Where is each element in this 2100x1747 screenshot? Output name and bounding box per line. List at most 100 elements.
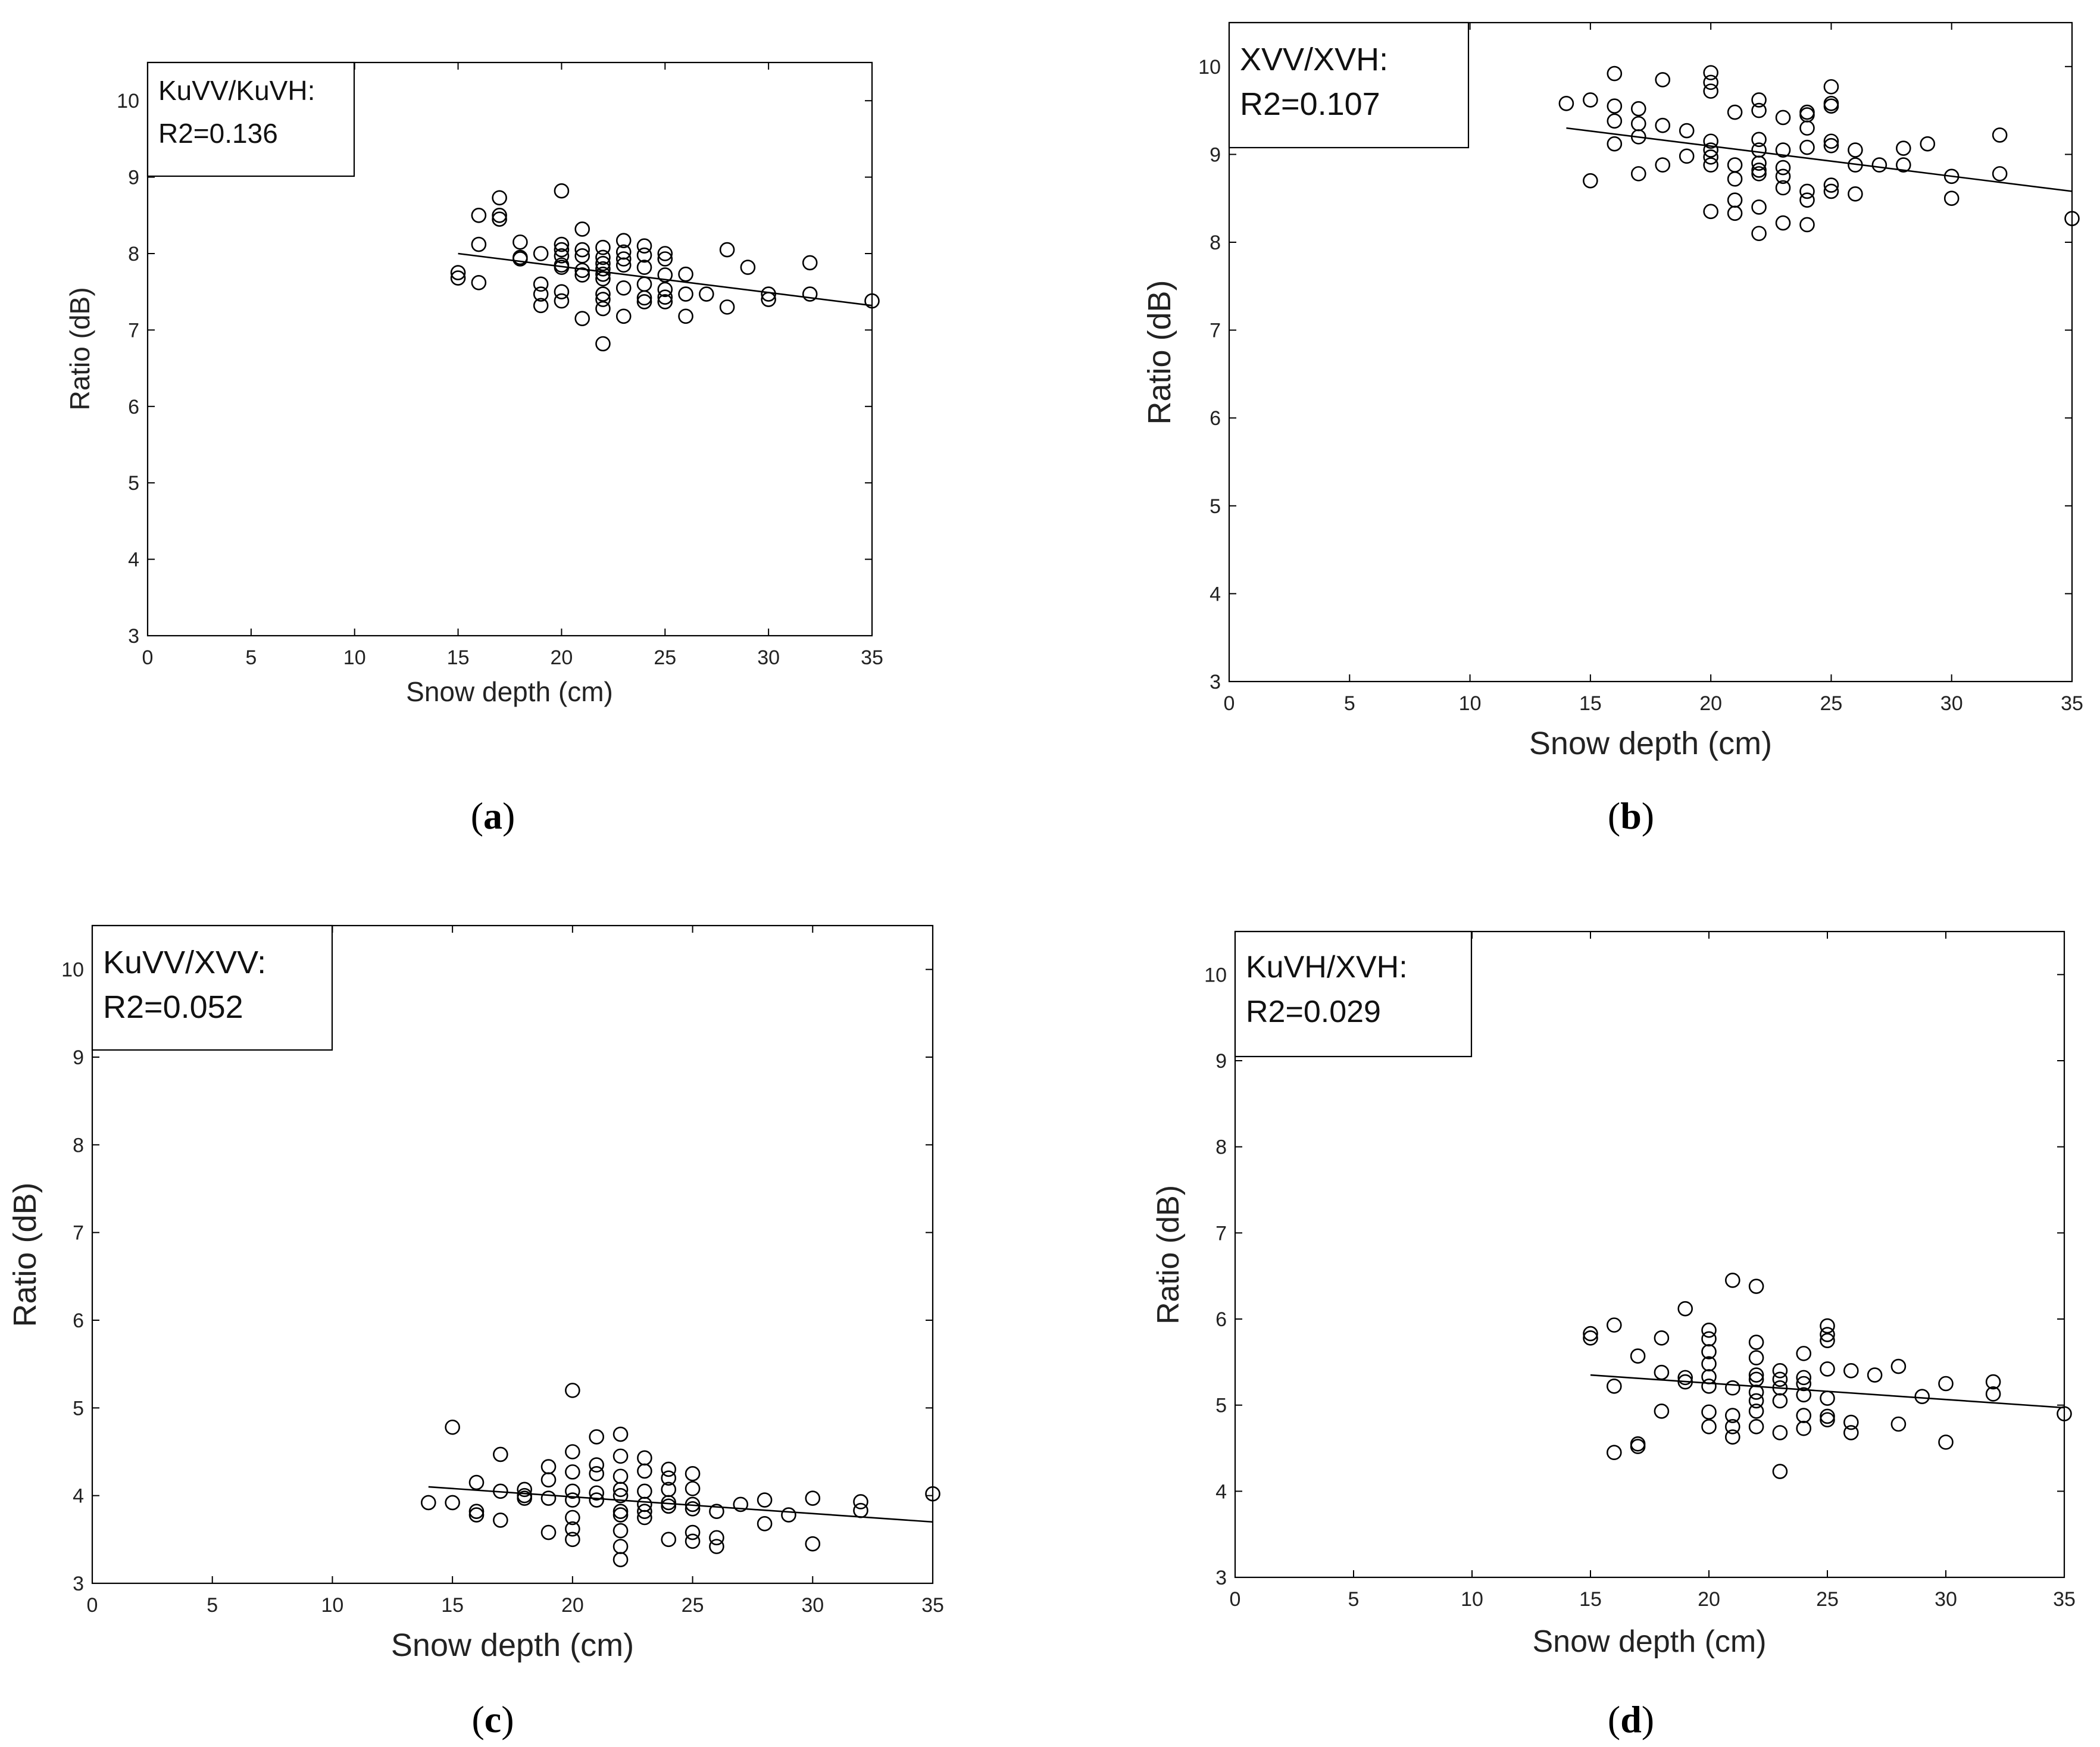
y-tick-label: 4 — [1215, 1480, 1227, 1503]
scatter-point — [612, 1523, 629, 1539]
scatter-point — [636, 247, 652, 263]
scatter-point — [1748, 1371, 1764, 1387]
x-tick-label: 10 — [1461, 1588, 1483, 1611]
scatter-point — [595, 286, 611, 302]
y-tick-label: 3 — [128, 625, 139, 648]
scatter-point — [678, 286, 693, 302]
scatter-point — [1748, 1385, 1764, 1400]
scatter-point — [1703, 204, 1718, 220]
annotation-r2: R2=0.136 — [158, 118, 278, 149]
panel-caption: (a) — [471, 795, 515, 837]
scatter-point — [565, 1383, 580, 1398]
scatter-point — [1748, 1367, 1764, 1383]
scatter-point — [1772, 1363, 1788, 1379]
scatter-point — [471, 274, 487, 290]
scatter-point — [1914, 1389, 1930, 1404]
scatter-point — [1727, 157, 1743, 173]
scatter-point — [1607, 136, 1623, 152]
scatter-point — [657, 267, 673, 283]
regression-line — [1566, 127, 2073, 192]
scatter-point — [612, 1539, 629, 1554]
scatter-point — [445, 1495, 460, 1511]
scatter-point — [1938, 1435, 1954, 1450]
panel-a: 0 5 10 15 20 25 30 35 3 4 5 6 7 8 9 10 Snow depth (cm) Ra… — [64, 61, 883, 837]
scatter-point — [1703, 133, 1718, 149]
scatter-point — [853, 1502, 868, 1518]
scatter-point — [1920, 136, 1936, 152]
scatter-point — [657, 246, 673, 261]
x-tick-label: 5 — [1348, 1588, 1360, 1611]
scatter-point — [554, 293, 570, 309]
y-tick-label: 7 — [1215, 1222, 1227, 1245]
scatter-point — [595, 301, 611, 317]
y-tick-label: 7 — [1210, 320, 1221, 342]
scatter-point — [1796, 1408, 1811, 1423]
scatter-point — [554, 284, 570, 300]
y-tick-label: 5 — [128, 472, 139, 495]
scatter-point — [1558, 95, 1574, 111]
y-tick-label: 8 — [73, 1134, 84, 1157]
scatter-point — [1701, 1344, 1717, 1360]
scatter-point — [661, 1470, 677, 1486]
scatter-point — [1679, 148, 1695, 164]
x-tick-label: 0 — [1224, 692, 1235, 715]
scatter-point — [1775, 180, 1791, 196]
scatter-point — [1677, 1374, 1693, 1390]
scatter-point — [685, 1501, 701, 1517]
scatter-point — [1725, 1273, 1740, 1288]
scatter-point — [1703, 142, 1718, 158]
scatter-point — [685, 1524, 701, 1540]
scatter-point — [1727, 192, 1743, 208]
scatter-point — [761, 292, 776, 307]
scatter-point — [595, 255, 611, 271]
scatter-point — [802, 286, 818, 302]
scatter-point — [1896, 157, 1911, 173]
scatter-point — [612, 1426, 629, 1442]
scatter-point — [1848, 157, 1863, 173]
scatter-point — [615, 257, 632, 273]
x-tick-label: 5 — [207, 1594, 218, 1617]
scatter-point — [853, 1494, 868, 1510]
scatter-point — [719, 299, 735, 315]
x-tick-label: 10 — [321, 1594, 344, 1617]
scatter-point — [1748, 1335, 1764, 1350]
scatter-point — [1727, 205, 1743, 221]
scatter-point — [1985, 1374, 2001, 1390]
scatter-point — [1820, 1318, 1835, 1334]
regression-line — [458, 252, 873, 307]
scatter-point — [1772, 1425, 1788, 1440]
scatter-point — [595, 336, 611, 352]
x-tick-label: 30 — [1935, 1588, 1957, 1611]
scatter-point — [1751, 92, 1767, 108]
scatter-point — [636, 260, 652, 275]
y-tick-label: 6 — [1210, 407, 1221, 430]
y-axis-label: Ratio (dB) — [1151, 1185, 1186, 1324]
x-tick-label: 15 — [447, 646, 470, 669]
scatter-point — [1727, 171, 1743, 187]
scatter-point — [740, 260, 756, 275]
scatter-point — [1890, 1416, 1907, 1432]
scatter-point — [678, 266, 693, 282]
x-axis-label: Snow depth (cm) — [406, 676, 613, 707]
x-axis-label: Snow depth (cm) — [1529, 726, 1772, 761]
scatter-point — [1654, 1403, 1670, 1419]
scatter-point — [636, 294, 652, 310]
scatter-point — [615, 251, 632, 267]
scatter-point — [540, 1459, 557, 1474]
y-tick-label: 5 — [1215, 1395, 1227, 1417]
scatter-point — [802, 255, 818, 271]
scatter-point — [1701, 1323, 1717, 1338]
x-tick-label: 10 — [343, 646, 366, 669]
scatter-point — [781, 1507, 796, 1523]
scatter-point — [493, 1483, 508, 1499]
scatter-point — [1751, 166, 1767, 182]
x-tick-label: 20 — [1698, 1588, 1720, 1611]
scatter-point — [1823, 137, 1839, 154]
scatter-point — [1751, 102, 1767, 118]
y-tick-label: 4 — [1210, 583, 1221, 605]
scatter-point — [733, 1496, 749, 1512]
y-tick-label: 9 — [1210, 143, 1221, 166]
scatter-point — [612, 1504, 629, 1519]
scatter-point — [1701, 1369, 1717, 1385]
scatter-point — [471, 207, 487, 223]
